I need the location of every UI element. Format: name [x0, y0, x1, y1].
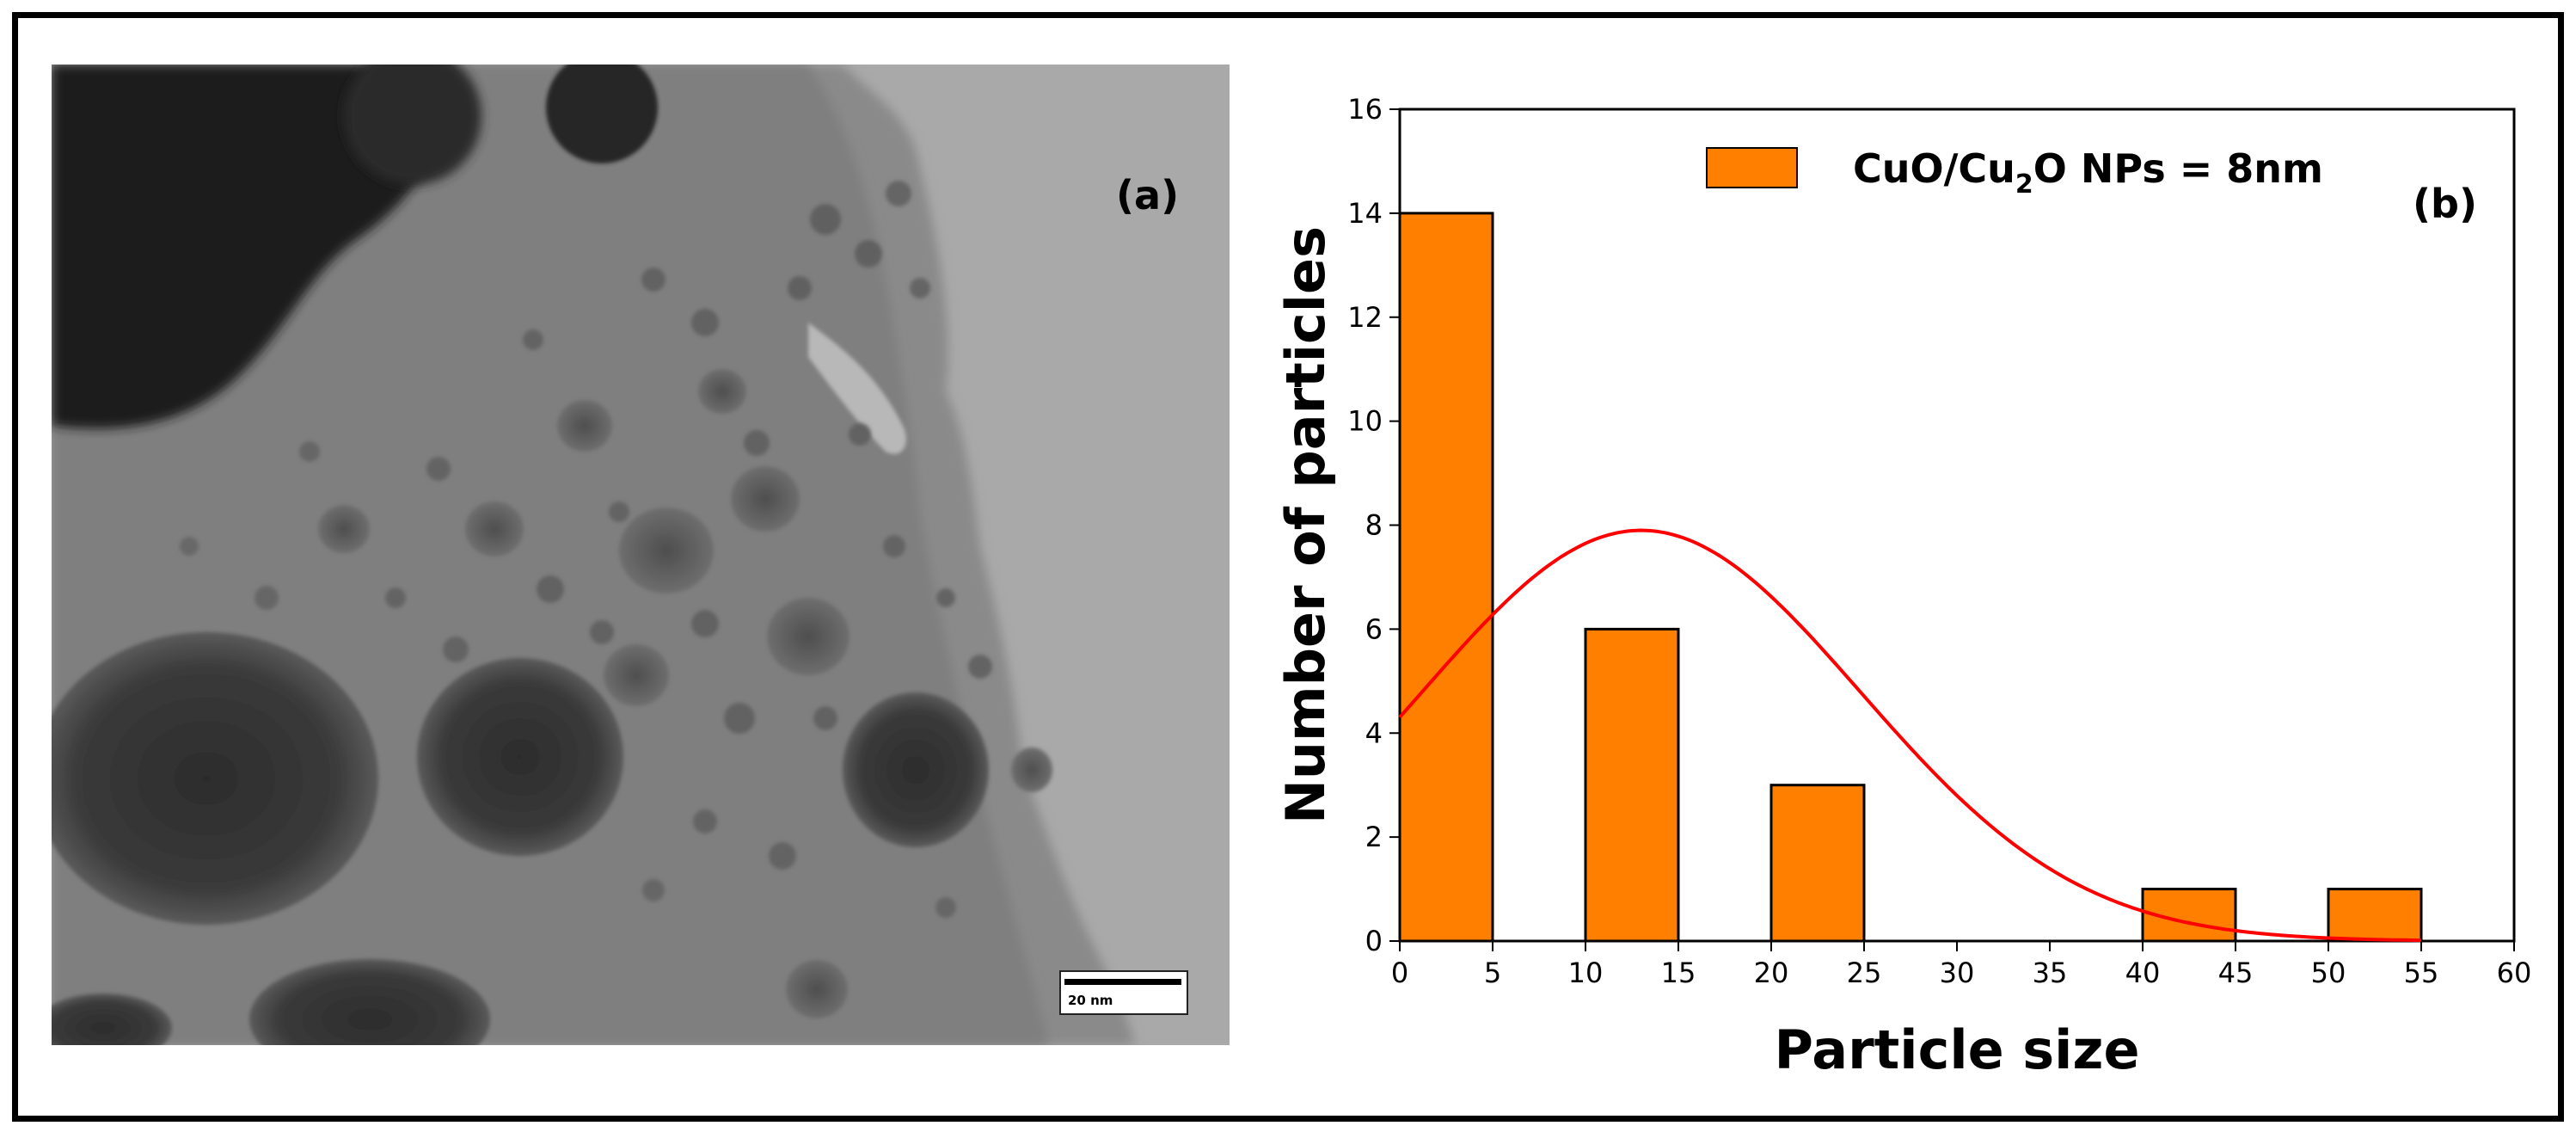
x-tick-label-8: 40: [2125, 957, 2161, 989]
x-tick-label-1: 5: [1484, 957, 1501, 989]
bar-2: [1769, 784, 1866, 943]
y-axis-ticks: 0 2 4 6 8 10 12 14 16: [1347, 93, 1400, 957]
x-tick-label-12: 60: [2497, 957, 2532, 989]
y-tick-label-8: 16: [1347, 93, 1383, 126]
bar-0: [1398, 212, 1494, 943]
x-tick-label-6: 30: [1940, 957, 1975, 989]
scale-bar-line: [1064, 979, 1181, 985]
legend-label: CuO/Cu2O NPs = 8nm: [1853, 145, 2323, 200]
tem-image: [52, 65, 1230, 1045]
x-tick-label-5: 25: [1847, 957, 1882, 989]
panel-a-label: (a): [1116, 172, 1180, 218]
tem-micrograph: [52, 65, 1230, 1045]
y-tick-label-0: 0: [1365, 925, 1383, 957]
x-axis-title: Particle size: [1774, 1018, 2139, 1081]
plot-area: [1398, 108, 2516, 943]
gaussian-fit-curve: [1398, 528, 2422, 943]
x-tick-label-10: 50: [2311, 957, 2346, 989]
legend: CuO/Cu2O NPs = 8nm: [1706, 145, 2323, 200]
y-tick-label-1: 2: [1365, 821, 1383, 853]
panel-b-label: (b): [2413, 181, 2477, 227]
y-tick-label-2: 4: [1365, 717, 1383, 749]
scale-bar: 20 nm: [1059, 970, 1188, 1015]
x-tick-label-4: 20: [1754, 957, 1789, 989]
x-tick-label-9: 45: [2218, 957, 2254, 989]
y-tick-label-6: 12: [1347, 301, 1383, 334]
x-tick-label-11: 55: [2404, 957, 2439, 989]
x-tick-label-2: 10: [1568, 957, 1604, 989]
x-tick-label-0: 0: [1391, 957, 1408, 989]
x-tick-label-7: 35: [2033, 957, 2068, 989]
legend-text-prefix: CuO/Cu: [1853, 145, 2015, 192]
y-tick-label-3: 6: [1365, 612, 1383, 645]
legend-text-suffix: O NPs = 8nm: [2033, 145, 2323, 192]
x-tick-label-3: 15: [1661, 957, 1696, 989]
y-tick-label-4: 8: [1365, 509, 1383, 542]
legend-text-subscript: 2: [2015, 169, 2033, 200]
legend-swatch: [1706, 147, 1798, 188]
scale-bar-text: 20 nm: [1068, 993, 1113, 1008]
bar-1: [1584, 627, 1680, 943]
y-tick-label-7: 14: [1347, 197, 1383, 230]
x-axis-ticks: 0 5 10 15 20 25 30 35 40 45 50 55 60: [1391, 941, 2532, 989]
bar-4: [2327, 888, 2423, 943]
bars: [1398, 212, 2423, 943]
y-axis-title: Number of particles: [1274, 226, 1337, 824]
y-tick-label-5: 10: [1347, 405, 1383, 438]
